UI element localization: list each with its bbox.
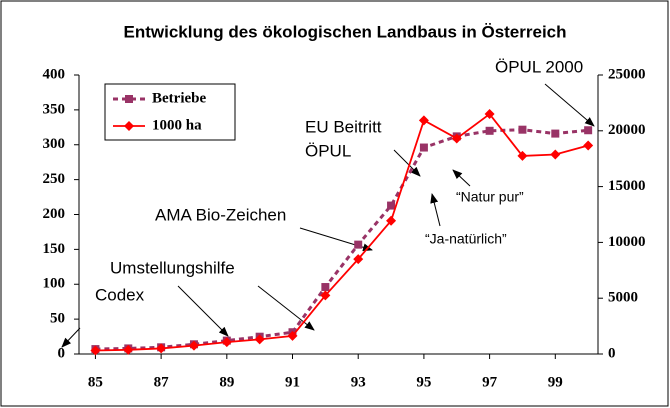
annotation: Umstellungshilfe [110, 258, 235, 277]
x-tick-label: 97 [482, 374, 498, 390]
marker [451, 133, 462, 144]
annotation: AMA Bio-Zeichen [155, 205, 286, 224]
x-tick-label: 91 [285, 374, 300, 390]
y2-tick-label: 0 [608, 345, 616, 361]
marker [221, 337, 232, 348]
y2-tick-label: 10000 [608, 234, 646, 250]
marker [124, 121, 134, 131]
y-tick-label: 150 [43, 241, 66, 257]
marker [320, 290, 331, 301]
marker [321, 283, 330, 292]
marker [125, 95, 133, 103]
chart-title: Entwicklung des ökologischen Landbaus in… [123, 22, 566, 41]
marker [550, 149, 561, 160]
y-tick-label: 200 [43, 206, 66, 222]
x-tick-label: 87 [154, 374, 170, 390]
marker [518, 125, 527, 134]
arrows [61, 83, 595, 348]
marker [354, 240, 363, 249]
y-tick-label: 100 [43, 276, 66, 292]
x-tick-label: 99 [548, 374, 563, 390]
marker [484, 109, 495, 120]
marker [419, 143, 428, 152]
x-tick-label: 95 [416, 374, 431, 390]
y-tick-label: 50 [50, 311, 65, 327]
marker [188, 340, 199, 351]
marker [517, 150, 528, 161]
y2-tick-label: 20000 [608, 122, 646, 138]
y2-tick-label: 5000 [608, 290, 638, 306]
marker [387, 201, 396, 210]
x-tick-label: 85 [88, 374, 103, 390]
y-tick-label: 400 [43, 66, 66, 82]
marker [90, 345, 101, 356]
y-tick-label: 350 [43, 101, 66, 117]
marker [551, 129, 560, 138]
marker [485, 126, 494, 135]
y-tick-label: 0 [58, 345, 66, 361]
y2-tick-label: 15000 [608, 178, 646, 194]
annotation: “Ja-natürlich” [425, 231, 507, 247]
x-tick-label: 89 [219, 374, 234, 390]
marker [418, 115, 429, 126]
marker [123, 344, 134, 355]
y-tick-label: 250 [43, 171, 66, 187]
annotation: Codex [95, 285, 145, 304]
legend-box [104, 83, 236, 141]
marker [287, 330, 298, 341]
series-line [95, 128, 589, 351]
marker [583, 140, 594, 151]
annotation: ÖPUL 2000 [495, 57, 583, 76]
marker [584, 126, 593, 135]
marker [254, 334, 265, 345]
marker [156, 343, 167, 354]
annotation: “Natur pur” [456, 189, 524, 205]
annotation: ÖPUL [305, 141, 351, 160]
y-tick-label: 300 [43, 136, 66, 152]
legend-label: Betriebe [152, 90, 206, 106]
marker [386, 215, 397, 226]
x-tick-label: 93 [351, 374, 366, 390]
annotation: EU Beitritt [305, 117, 382, 136]
series-line [95, 112, 589, 352]
legend-label: 1000 ha [152, 117, 202, 133]
y2-tick-label: 25000 [608, 66, 646, 82]
marker [353, 254, 364, 265]
